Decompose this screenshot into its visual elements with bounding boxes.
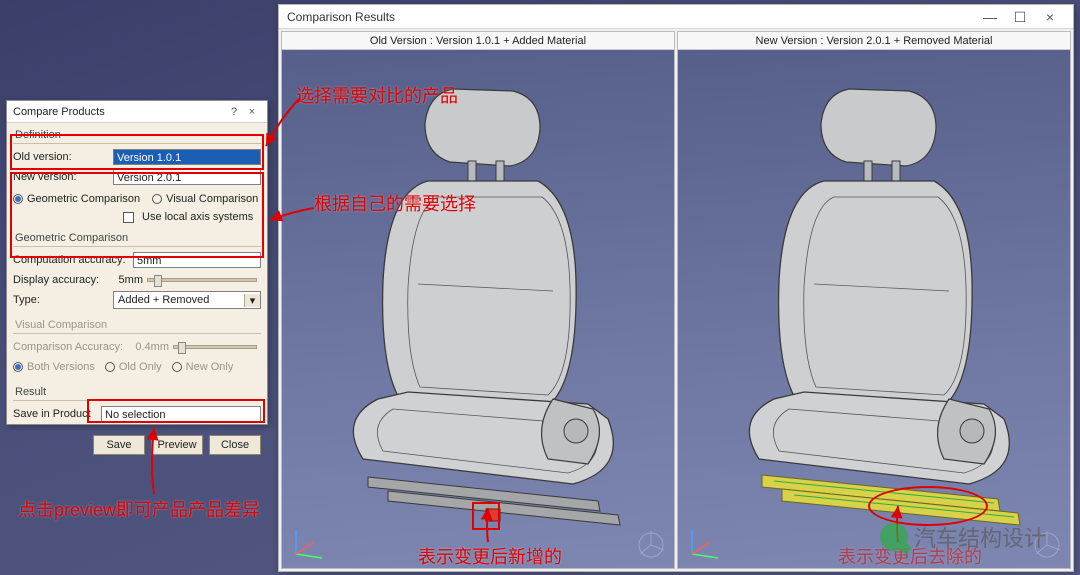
old-version-label: Old version: — [13, 151, 113, 163]
definition-group-label: Definition — [15, 129, 261, 141]
old-version-field[interactable]: Version 1.0.1 — [113, 149, 261, 165]
compare-products-dialog: Compare Products ? × Definition Old vers… — [6, 100, 268, 425]
type-dropdown[interactable]: Added + Removed ▾ — [113, 291, 261, 309]
anno-preview: 点击preview即可产品产品差异 — [18, 496, 260, 522]
new-only-label: New Only — [186, 361, 234, 373]
new-version-label: New version: — [13, 171, 113, 183]
compass-icon[interactable] — [634, 528, 668, 562]
old-viewport[interactable] — [282, 50, 674, 568]
vis-accuracy-slider — [173, 345, 257, 349]
comp-accuracy-field[interactable]: 5mm — [133, 252, 261, 268]
window-titlebar[interactable]: Comparison Results — ☐ × — [279, 5, 1073, 29]
local-axis-checkbox[interactable] — [123, 212, 134, 223]
type-value: Added + Removed — [114, 294, 244, 306]
chevron-down-icon: ▾ — [244, 294, 260, 307]
vis-accuracy-label: Comparison Accuracy: — [13, 341, 133, 353]
disp-accuracy-value: 5mm — [113, 274, 143, 286]
geometric-radio-label: Geometric Comparison — [27, 193, 140, 205]
window-title: Comparison Results — [287, 5, 975, 29]
seat-model-new — [714, 69, 1034, 529]
save-in-field[interactable]: No selection — [101, 406, 261, 422]
new-version-pane: New Version : Version 2.0.1 + Removed Ma… — [677, 31, 1071, 569]
visual-radio[interactable] — [152, 194, 162, 204]
help-button[interactable]: ? — [225, 101, 243, 123]
maximize-icon[interactable]: ☐ — [1005, 5, 1035, 29]
old-only-label: Old Only — [119, 361, 162, 373]
new-viewport[interactable] — [678, 50, 1070, 568]
preview-button[interactable]: Preview — [151, 435, 203, 455]
new-pane-header: New Version : Version 2.0.1 + Removed Ma… — [678, 32, 1070, 50]
close-dialog-button[interactable]: Close — [209, 435, 261, 455]
wechat-icon — [880, 523, 908, 551]
close-button[interactable]: × — [243, 101, 261, 123]
both-versions-radio — [13, 362, 23, 372]
watermark-text: 汽车结构设计 — [914, 521, 1046, 553]
axis-triad-icon — [288, 522, 328, 562]
disp-accuracy-label: Display accuracy: — [13, 274, 113, 286]
geometric-radio[interactable] — [13, 194, 23, 204]
old-version-pane: Old Version : Version 1.0.1 + Added Mate… — [281, 31, 675, 569]
local-axis-label: Use local axis systems — [142, 211, 253, 223]
vis-group-label: Visual Comparison — [15, 319, 261, 331]
seat-model-old — [318, 69, 638, 529]
dialog-titlebar[interactable]: Compare Products ? × — [7, 101, 267, 123]
result-group-label: Result — [15, 386, 261, 398]
old-only-radio — [105, 362, 115, 372]
type-label: Type: — [13, 294, 113, 306]
window-close-icon[interactable]: × — [1035, 5, 1065, 29]
save-in-label: Save in Product — [13, 408, 101, 420]
comp-accuracy-label: Computation accuracy: — [13, 254, 133, 266]
new-only-radio — [172, 362, 182, 372]
watermark: 汽车结构设计 — [880, 521, 1046, 553]
new-version-field[interactable]: Version 2.0.1 — [113, 169, 261, 185]
dialog-title: Compare Products — [13, 101, 225, 123]
geo-group-label: Geometric Comparison — [15, 232, 261, 244]
vis-accuracy-value: 0.4mm — [133, 341, 169, 353]
old-pane-header: Old Version : Version 1.0.1 + Added Mate… — [282, 32, 674, 50]
both-versions-label: Both Versions — [27, 361, 95, 373]
minimize-icon[interactable]: — — [975, 5, 1005, 29]
visual-radio-label: Visual Comparison — [166, 193, 258, 205]
comparison-results-window: Comparison Results — ☐ × Old Version : V… — [278, 4, 1074, 572]
disp-accuracy-slider[interactable] — [147, 278, 257, 282]
axis-triad-icon — [684, 522, 724, 562]
save-button[interactable]: Save — [93, 435, 145, 455]
